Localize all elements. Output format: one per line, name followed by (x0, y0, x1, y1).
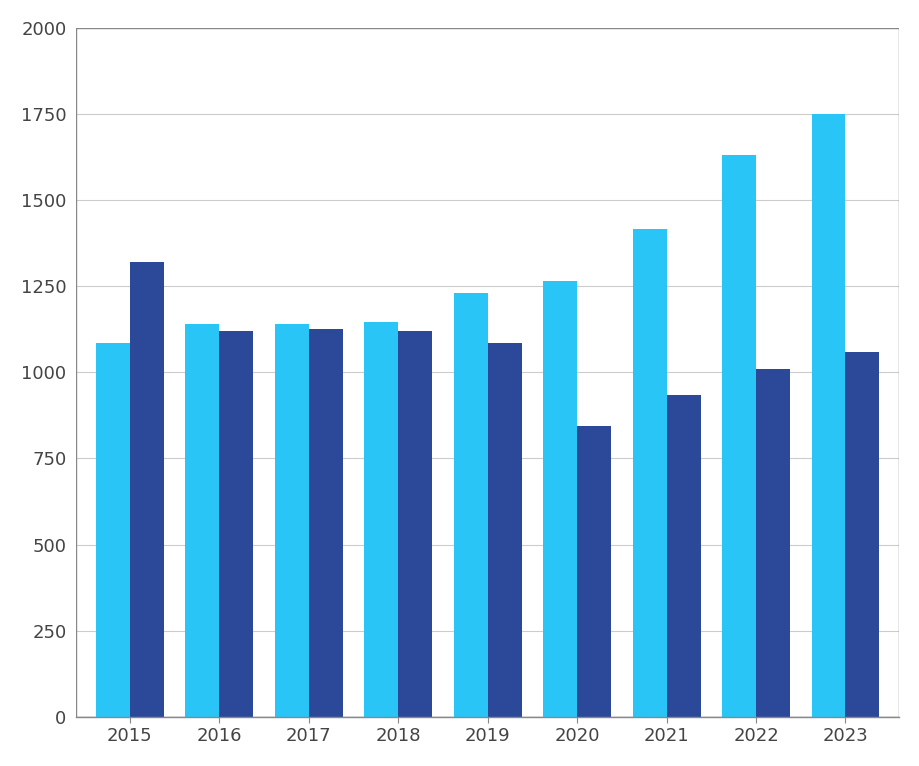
Bar (542, 281, 576, 717)
Bar (130, 262, 164, 717)
Bar (576, 426, 610, 717)
Bar (755, 369, 789, 717)
Bar (721, 155, 755, 717)
Bar (666, 394, 699, 717)
Bar (76, 28, 898, 717)
Bar (398, 331, 432, 717)
Bar (96, 343, 130, 717)
Bar (453, 293, 487, 717)
Bar (632, 229, 666, 717)
Bar (845, 352, 879, 717)
Bar (275, 324, 309, 717)
Bar (487, 343, 521, 717)
Bar (309, 329, 343, 717)
Bar (811, 114, 845, 717)
Bar (364, 322, 398, 717)
Bar (185, 324, 219, 717)
Bar (219, 331, 253, 717)
